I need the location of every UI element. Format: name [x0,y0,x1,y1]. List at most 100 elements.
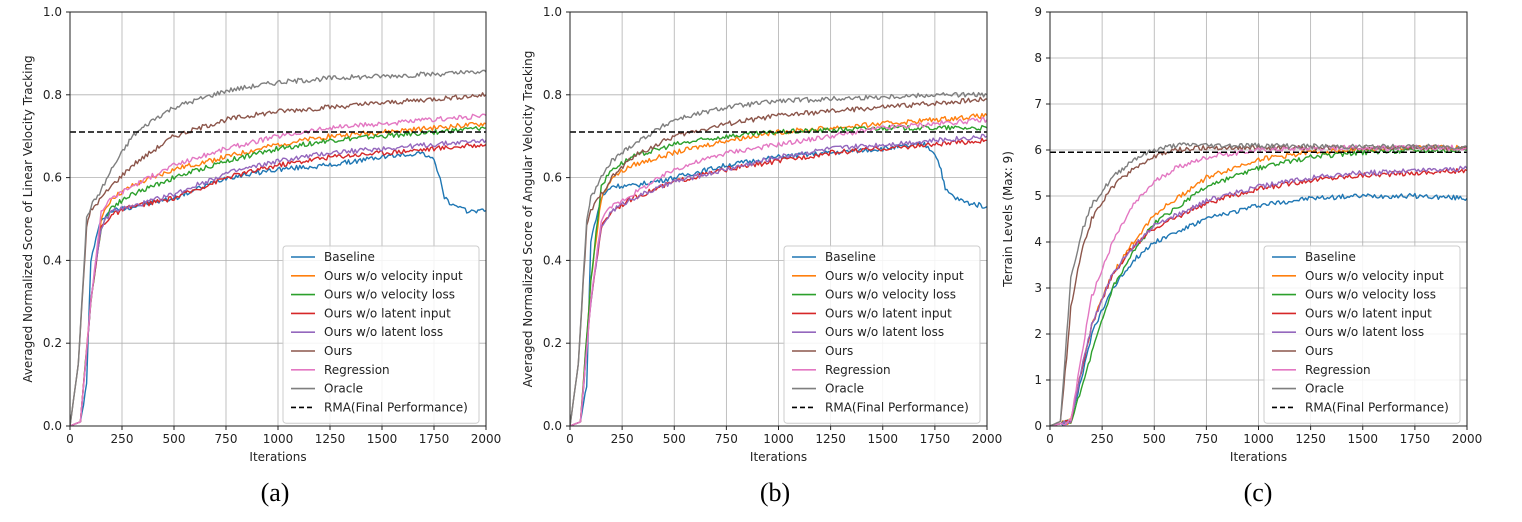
legend-label: Ours [324,344,352,358]
series-line-ours-w-o-latent-input [70,142,486,426]
x-tick-label: 2000 [1452,432,1483,446]
legend-label: Ours w/o velocity loss [324,288,455,302]
chart-a-svg: 0 250 500 750 1000 1250 1500 1750 2000 0.0 0.2 0.4 0… [21,5,501,464]
y-tick-label: 8 [1034,51,1042,65]
chart-panel-b: 0 250 500 750 1000 1250 1500 1750 2000 0.0 0.2 0.4 0… [500,0,1003,470]
series-line-baseline [1050,192,1467,426]
x-tick-label: 1500 [1347,432,1378,446]
y-tick-label: 5 [1034,189,1042,203]
y-tick-label: 0.4 [543,253,562,267]
x-tick-label: 500 [663,432,686,446]
legend-label: Oracle [825,382,864,396]
y-tick-label: 0.2 [543,336,562,350]
series-line-oracle [570,91,987,426]
y-tick-label: 2 [1034,327,1042,341]
y-tick-label: 0.0 [43,419,62,433]
chart-panel-a: 0 250 500 750 1000 1250 1500 1750 2000 0.0 0.2 0.4 0… [0,0,501,470]
y-tick-label: 0.2 [43,336,62,350]
x-tick-label: 1000 [1243,432,1274,446]
legend-label: Regression [324,363,390,377]
y-axis-label: Terrain Levels (Max: 9) [1001,151,1015,288]
legend-box [1263,245,1461,424]
series-line-oracle [1050,142,1467,426]
caption-b: (b) [759,478,791,507]
x-tick-label: 1750 [1400,432,1431,446]
series-line-ours-w-o-latent-loss [70,138,486,426]
x-tick-label: 750 [215,432,238,446]
legend-label: Oracle [324,382,363,396]
series-line-ours-w-o-latent-loss [1050,165,1467,426]
plot-frame [69,11,487,427]
y-tick-label: 0.6 [43,171,62,185]
y-tick-label: 3 [1034,281,1042,295]
y-axis-label: Averaged Normalized Score of Angular Vel… [521,51,535,388]
legend-label: Ours w/o velocity loss [825,288,956,302]
series-line-ours-w-o-velocity-input [70,122,486,426]
caption-c: (c) [1243,478,1273,507]
y-tick-label: 1 [1034,373,1042,387]
plot-frame [569,11,988,427]
y-tick-label: 0.0 [543,419,562,433]
legend-box [783,245,981,424]
x-tick-label: 500 [163,432,186,446]
x-axis-label: Iterations [750,450,807,464]
y-tick-label: 7 [1034,97,1042,111]
series-line-regression [70,113,486,426]
legend-label: Regression [825,363,891,377]
series-line-oracle [70,69,486,426]
y-tick-label: 0.4 [43,253,62,267]
y-tick-label: 0.8 [543,88,562,102]
legend-label: Baseline [324,250,375,264]
legend-label: Ours [1305,344,1333,358]
y-tick-label: 9 [1034,5,1042,19]
series-line-baseline [70,151,486,426]
legend-label: Ours w/o latent loss [825,325,944,339]
legend-label: Oracle [1305,382,1344,396]
y-tick-label: 0.6 [543,171,562,185]
x-tick-label: 1750 [920,432,951,446]
x-tick-label: 1500 [867,432,898,446]
x-tick-label: 1250 [1295,432,1326,446]
y-tick-label: 4 [1034,235,1042,249]
series-line-regression [570,117,987,426]
x-tick-label: 250 [111,432,134,446]
x-tick-label: 1500 [367,432,398,446]
legend-label: RMA(Final Performance) [324,400,468,414]
legend-label: Ours w/o velocity loss [1305,288,1436,302]
series-line-regression [1050,144,1467,426]
legend-label: Ours w/o latent input [1305,306,1432,320]
x-axis-label: Iterations [1230,450,1287,464]
series-line-ours-w-o-velocity-loss [70,126,486,426]
legend-label: Ours w/o latent loss [324,325,443,339]
x-tick-label: 0 [1046,432,1054,446]
y-tick-label: 0 [1034,419,1042,433]
x-tick-label: 1000 [263,432,294,446]
x-tick-label: 750 [1195,432,1218,446]
y-tick-label: 6 [1034,143,1042,157]
x-tick-label: 2000 [972,432,1003,446]
x-tick-label: 0 [66,432,74,446]
x-tick-label: 500 [1143,432,1166,446]
chart-b-svg: 0 250 500 750 1000 1250 1500 1750 2000 0.0 0.2 0.4 0… [521,5,1003,464]
legend-label: RMA(Final Performance) [1305,400,1449,414]
caption-a: (a) [260,478,290,507]
legend-label: Ours w/o velocity input [825,269,964,283]
x-tick-label: 1750 [419,432,450,446]
y-tick-label: 1.0 [43,5,62,19]
series-line-ours-w-o-latent-loss [570,133,987,426]
legend-label: Ours w/o latent loss [1305,325,1424,339]
legend-label: Regression [1305,363,1371,377]
legend-label: Ours w/o latent input [825,306,952,320]
chart-c-svg: 0 250 500 750 1000 1250 1500 1750 2000 0 1 2 3 4 5 6 7 8 9… [1001,5,1483,464]
x-axis-label: Iterations [249,450,306,464]
series-group [70,69,486,426]
plot-frame [1049,11,1468,427]
y-tick-label: 1.0 [543,5,562,19]
chart-panel-c: 0 250 500 750 1000 1250 1500 1750 2000 0 1 2 3 4 5 6 7 8 9… [1000,0,1500,470]
series-group [570,91,987,426]
x-tick-label: 750 [715,432,738,446]
legend-label: Ours w/o latent input [324,306,451,320]
legend-label: RMA(Final Performance) [825,400,969,414]
x-tick-label: 250 [1091,432,1114,446]
x-tick-label: 250 [611,432,634,446]
